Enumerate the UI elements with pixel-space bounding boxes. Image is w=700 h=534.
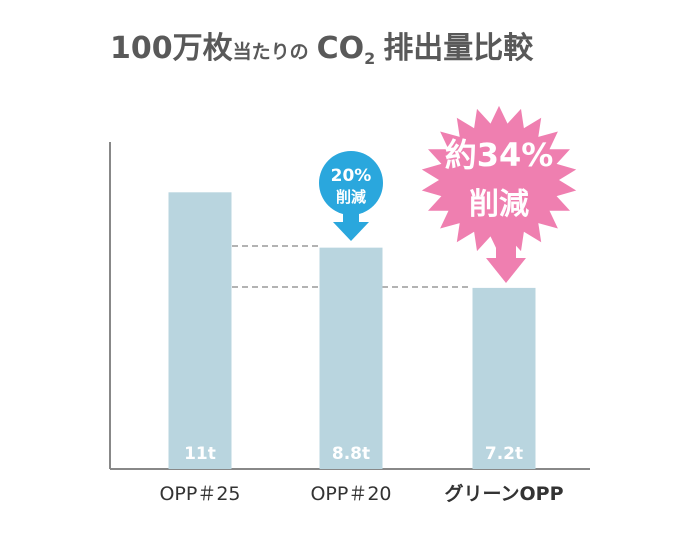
title-small: 当たりの [233,40,309,63]
category-label-1: OPP＃25 [159,483,240,505]
bar-3 [472,287,536,469]
callout-20-circle [319,151,383,215]
bar-value-label-2: 8.8t [332,444,370,464]
category-label-3: グリーンOPP [444,482,563,505]
title-main: 100万枚 [110,31,233,66]
title-tail: 排出量比較 [383,31,534,66]
bar-1 [168,192,232,470]
chart-title: 100万枚当たりの CO2 排出量比較 [110,31,534,68]
callout-20-arrow-head [333,222,369,241]
callout-34-line-1: 約34% [445,136,554,174]
callout-20-line-1: 20% [331,166,372,186]
callout-20-percent: 20% 削減 [319,151,383,241]
callout-34-arrow-head [486,258,526,283]
value-labels-group: 11t 8.8t 7.2t [184,444,523,464]
tick-labels-group: OPP＃25 OPP＃20 グリーンOPP [159,482,563,505]
bar-value-label-1: 11t [184,444,216,464]
bars-group [168,192,536,470]
title-co: CO [317,31,365,66]
title-subscript: 2 [364,49,375,68]
category-label-2: OPP＃20 [310,483,391,505]
callout-34-line-2: 削減 [469,187,529,222]
callout-34-percent: 約34% 削減 [421,105,577,283]
bar-2 [319,247,383,469]
callout-34-starburst [421,105,577,255]
callout-20-arrow-shaft [343,210,359,225]
callout-20-line-2: 削減 [336,188,366,206]
bar-value-label-3: 7.2t [485,444,523,464]
callout-34-arrow-shaft [496,234,516,260]
